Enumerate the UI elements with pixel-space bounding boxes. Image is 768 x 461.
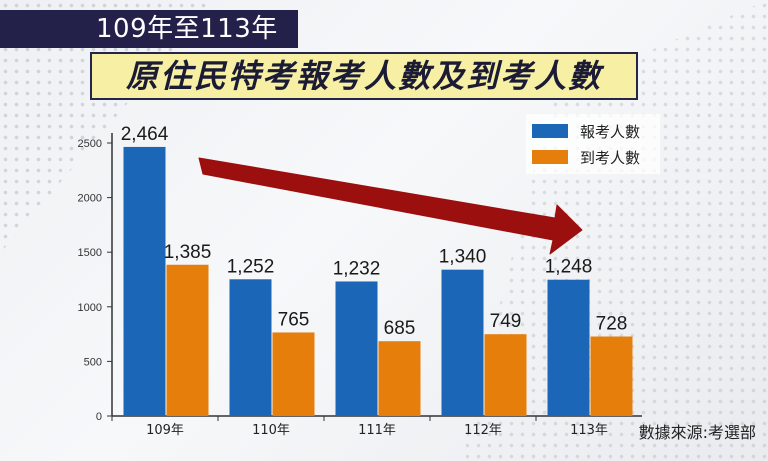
x-tick-label: 112年 [464, 423, 502, 438]
bar [272, 332, 315, 416]
bar [590, 336, 633, 416]
bar [123, 146, 166, 416]
chart-title: 原住民特考報考人數及到考人數 [90, 52, 638, 100]
bar [166, 264, 209, 416]
legend-swatch-registered [532, 124, 568, 138]
data-label: 1,248 [545, 257, 593, 278]
x-tick-label: 110年 [252, 423, 290, 438]
bar [547, 279, 590, 416]
legend-item-registered: 報考人數 [532, 120, 640, 142]
data-label: 1,252 [227, 256, 275, 277]
legend-label-attended: 到考人數 [580, 148, 641, 167]
year-range-title: 109年至113年 [0, 10, 298, 48]
data-label: 1,340 [439, 247, 487, 268]
data-label: 765 [278, 309, 310, 330]
trend-arrow [198, 157, 583, 255]
legend: 報考人數 到考人數 [526, 114, 660, 174]
bar [335, 281, 378, 416]
data-label: 749 [490, 311, 522, 332]
y-tick-label: 1000 [78, 302, 102, 314]
y-tick-label: 0 [96, 411, 102, 423]
data-label: 2,464 [121, 124, 169, 145]
data-label: 1,385 [164, 242, 212, 263]
y-tick-label: 2000 [78, 193, 102, 205]
x-tick-label: 111年 [358, 423, 396, 438]
x-tick-label: 113年 [570, 423, 608, 438]
x-tick-label: 109年 [146, 423, 184, 438]
y-tick-label: 1500 [78, 247, 102, 259]
bar [229, 279, 272, 416]
bar [441, 269, 484, 416]
data-source: 數據來源:考選部 [638, 423, 756, 442]
legend-item-attended: 到考人數 [532, 146, 640, 168]
legend-swatch-attended [532, 150, 568, 164]
y-tick-label: 2500 [78, 138, 102, 150]
data-label: 728 [596, 314, 628, 335]
bar [378, 341, 421, 416]
data-label: 685 [384, 318, 416, 339]
y-tick-label: 500 [84, 356, 102, 368]
data-label: 1,232 [333, 258, 381, 279]
bar [484, 334, 527, 416]
legend-label-registered: 報考人數 [580, 122, 641, 141]
